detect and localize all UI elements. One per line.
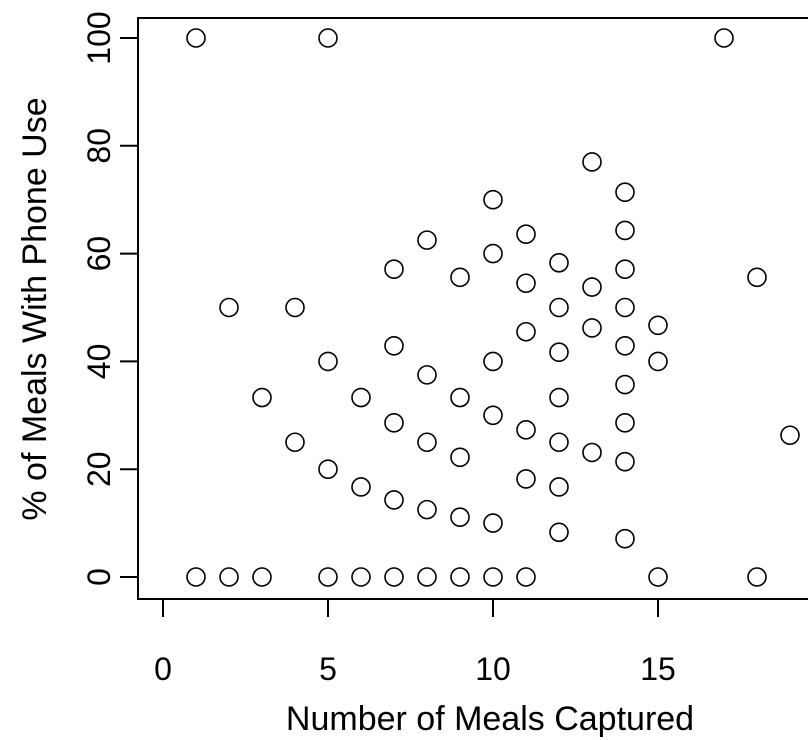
data-point	[450, 447, 470, 468]
data-point	[351, 387, 371, 408]
data-point	[384, 490, 404, 510]
data-point	[351, 567, 371, 587]
y-tick-label: 0	[81, 568, 117, 586]
data-point	[186, 567, 206, 587]
data-point	[417, 365, 437, 385]
data-point	[516, 469, 536, 489]
data-point	[549, 252, 569, 273]
data-point	[615, 528, 635, 549]
data-point	[318, 351, 338, 372]
data-point	[285, 297, 305, 318]
x-tick-label: 5	[319, 651, 337, 687]
data-point	[582, 152, 602, 172]
y-axis-title: % of Meals With Phone Use	[16, 97, 54, 520]
data-point	[714, 28, 734, 48]
data-point	[417, 499, 437, 520]
data-point	[615, 451, 635, 472]
data-point	[516, 321, 536, 342]
data-point	[549, 342, 569, 363]
data-point	[483, 243, 503, 264]
data-point	[516, 224, 536, 244]
y-tick-label: 100	[81, 11, 117, 64]
data-point	[648, 351, 668, 372]
data-point	[615, 182, 635, 202]
data-point	[417, 432, 437, 453]
data-point	[582, 442, 602, 463]
data-point	[747, 267, 767, 288]
data-point	[582, 277, 602, 297]
x-tick-label: 15	[640, 651, 676, 687]
data-point	[747, 567, 767, 587]
data-point	[483, 513, 503, 533]
data-point	[615, 335, 635, 356]
data-point	[615, 374, 635, 395]
data-point	[351, 477, 371, 497]
x-tick-label: 10	[475, 651, 511, 687]
x-axis-title: Number of Meals Captured	[286, 700, 694, 738]
data-point	[549, 522, 569, 543]
x-tick-label: 0	[154, 651, 172, 687]
data-point	[219, 567, 239, 587]
data-point	[318, 28, 338, 48]
y-axis-ticks: 0 20 40 60 80 100	[81, 11, 138, 586]
data-point	[615, 297, 635, 318]
data-point	[615, 220, 635, 241]
data-point	[450, 507, 470, 527]
data-point	[384, 335, 404, 356]
y-tick-label: 80	[81, 128, 117, 164]
data-point	[516, 273, 536, 294]
data-point	[450, 267, 470, 288]
data-point	[549, 477, 569, 497]
data-point	[450, 387, 470, 408]
data-point	[252, 567, 272, 587]
data-point	[582, 318, 602, 338]
data-point	[549, 387, 569, 408]
data-point	[384, 259, 404, 280]
data-points	[186, 28, 800, 587]
data-point	[483, 567, 503, 587]
y-tick-label: 60	[81, 236, 117, 272]
data-point	[615, 413, 635, 433]
data-point	[252, 387, 272, 408]
data-point	[483, 351, 503, 372]
data-point	[318, 459, 338, 480]
data-point	[516, 567, 536, 587]
y-tick-label: 40	[81, 344, 117, 380]
data-point	[648, 567, 668, 587]
data-point	[483, 189, 503, 210]
data-point	[186, 28, 206, 48]
data-point	[384, 413, 404, 433]
data-point	[285, 432, 305, 453]
data-point	[549, 432, 569, 453]
y-tick-label: 20	[81, 451, 117, 487]
data-point	[417, 230, 437, 250]
x-axis-ticks: 0 5 10 15	[154, 599, 676, 687]
data-point	[483, 405, 503, 426]
data-point	[318, 567, 338, 587]
data-point	[549, 297, 569, 318]
data-point	[384, 567, 404, 587]
data-point	[780, 425, 800, 446]
data-point	[450, 567, 470, 587]
data-point	[615, 259, 635, 280]
data-point	[516, 420, 536, 440]
data-point	[648, 315, 668, 336]
data-point	[219, 297, 239, 318]
data-point	[417, 567, 437, 587]
